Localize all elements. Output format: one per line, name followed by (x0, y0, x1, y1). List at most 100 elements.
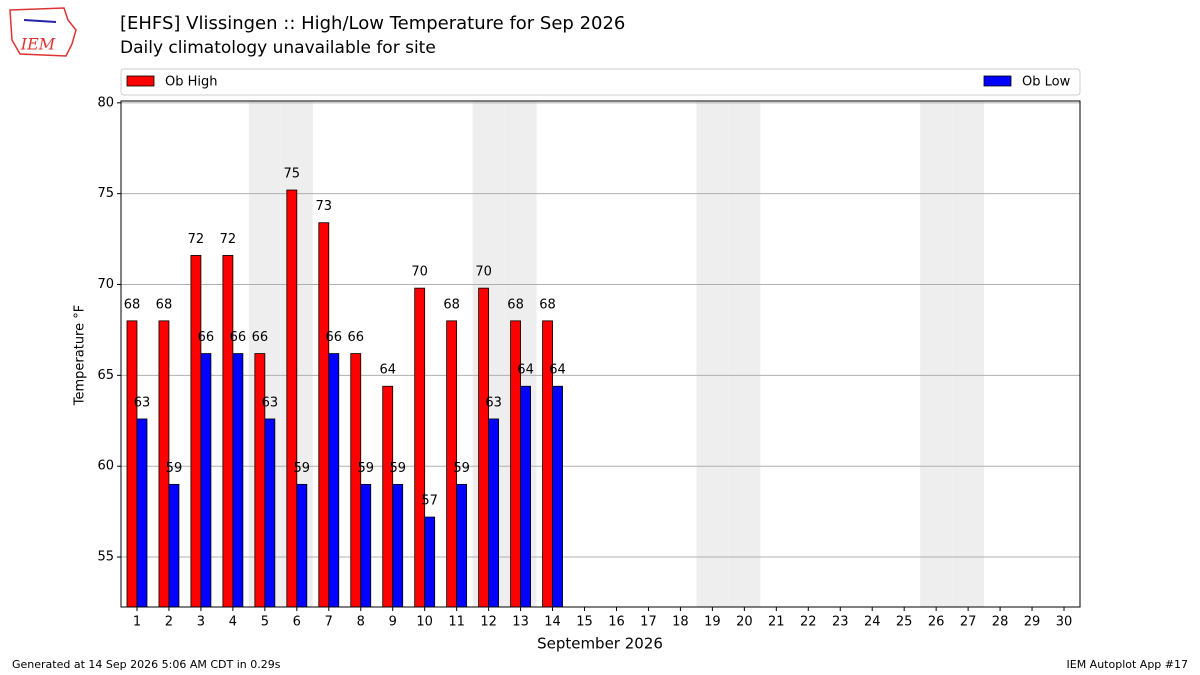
legend-label: Ob High (165, 75, 218, 90)
logo: IEM (9, 7, 77, 57)
x-tick-label: 15 (576, 615, 593, 630)
bar (296, 483, 308, 608)
value-label: 63 (262, 395, 279, 410)
x-tick-label: 24 (864, 615, 881, 630)
x-tick-label: 26 (928, 615, 945, 630)
weekend-shade (920, 101, 953, 607)
x-axis-label: September 2026 (537, 635, 663, 653)
y-tick-label: 80 (97, 95, 114, 110)
value-label: 66 (198, 330, 215, 345)
value-label: 59 (166, 461, 183, 476)
bar (392, 483, 404, 608)
y-tick-label: 60 (97, 459, 114, 474)
x-tick-label: 13 (512, 615, 529, 630)
legend-swatch (983, 75, 1012, 87)
bar (126, 320, 138, 608)
bar (318, 222, 330, 608)
x-tick-label: 22 (800, 615, 817, 630)
bar (350, 353, 362, 608)
bar (254, 353, 266, 608)
legend-swatch (126, 75, 155, 87)
bar (414, 287, 426, 608)
x-tick-label: 20 (736, 615, 753, 630)
bar (520, 385, 531, 608)
value-label: 72 (220, 232, 237, 247)
x-tick-label: 7 (325, 615, 333, 630)
logo-line (23, 19, 57, 23)
bar (488, 418, 500, 608)
value-label: 66 (230, 330, 247, 345)
bar (222, 255, 234, 608)
weekend-shade (728, 101, 761, 607)
x-tick-label: 12 (480, 615, 497, 630)
legend-box (120, 68, 1081, 96)
value-label: 72 (188, 232, 205, 247)
bar (136, 418, 148, 608)
footer-right: IEM Autoplot App #17 (1067, 658, 1189, 671)
y-axis-label: Temperature °F (73, 305, 88, 406)
y-tick-label: 75 (97, 186, 114, 201)
x-tick-label: 3 (197, 615, 205, 630)
value-label: 68 (539, 297, 556, 312)
value-label: 73 (316, 199, 333, 214)
weekend-shade (952, 101, 985, 607)
bar (264, 418, 276, 608)
x-tick-label: 4 (229, 615, 237, 630)
x-tick-label: 21 (768, 615, 785, 630)
bar (382, 385, 394, 608)
value-label: 64 (379, 363, 396, 378)
y-tick-label: 70 (97, 277, 114, 292)
value-label: 75 (284, 167, 301, 182)
value-label: 59 (294, 461, 311, 476)
value-label: 68 (443, 297, 460, 312)
plot-frame (120, 100, 1081, 608)
logo-text: IEM (20, 35, 56, 54)
x-tick-label: 17 (640, 615, 657, 630)
bar (478, 287, 490, 608)
x-tick-label: 8 (357, 615, 365, 630)
bar (328, 353, 340, 608)
x-tick-label: 10 (416, 615, 433, 630)
x-tick-label: 18 (672, 615, 689, 630)
x-tick-label: 30 (1056, 615, 1073, 630)
chart-subtitle: Daily climatology unavailable for site (120, 38, 436, 58)
x-tick-label: 25 (896, 615, 913, 630)
bar (168, 483, 180, 608)
bar (286, 189, 298, 608)
x-tick-label: 23 (832, 615, 849, 630)
value-label: 66 (326, 330, 343, 345)
value-label: 70 (411, 265, 428, 280)
x-tick-label: 28 (992, 615, 1009, 630)
value-label: 70 (475, 265, 492, 280)
x-tick-label: 1 (133, 615, 141, 630)
legend-label: Ob Low (1022, 75, 1071, 90)
bar (552, 385, 563, 608)
x-tick-label: 5 (261, 615, 269, 630)
x-tick-label: 27 (960, 615, 977, 630)
bar (200, 353, 212, 608)
value-label: 63 (485, 395, 502, 410)
value-label: 64 (517, 363, 534, 378)
x-tick-label: 6 (293, 615, 301, 630)
bar (360, 483, 372, 608)
bar (424, 516, 436, 608)
x-tick-label: 29 (1024, 615, 1041, 630)
weekend-shade (696, 101, 729, 607)
x-tick-label: 14 (544, 615, 561, 630)
value-label: 68 (507, 297, 524, 312)
chart-title: [EHFS] Vlissingen :: High/Low Temperatur… (120, 13, 625, 34)
value-label: 57 (421, 494, 438, 509)
x-tick-label: 2 (165, 615, 173, 630)
value-label: 63 (134, 395, 151, 410)
x-tick-label: 16 (608, 615, 625, 630)
bar (190, 255, 202, 608)
x-tick-label: 9 (389, 615, 397, 630)
value-label: 64 (549, 363, 566, 378)
bar (232, 353, 244, 608)
x-tick-label: 19 (704, 615, 721, 630)
y-tick-label: 65 (97, 368, 114, 383)
value-label: 59 (389, 461, 406, 476)
value-label: 68 (156, 297, 173, 312)
value-label: 68 (124, 297, 141, 312)
